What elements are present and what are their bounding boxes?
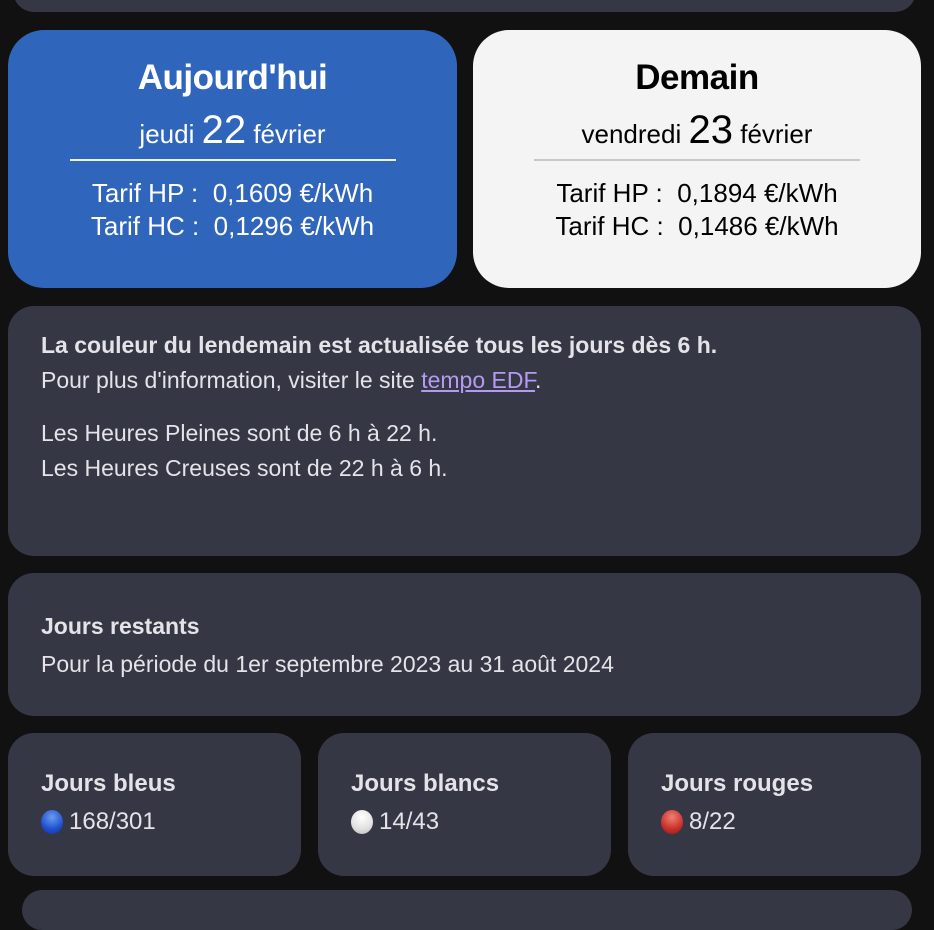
card-title: Jours bleus [41,770,176,797]
count-value: 8/22 [689,808,736,835]
tomorrow-date: vendredi 23 février [534,108,860,161]
remaining-title: Jours restants [41,613,200,639]
tomorrow-tarifs: Tarif HP : 0,1894 €/kWh Tarif HC : 0,148… [473,177,921,243]
month: février [740,119,813,149]
month: février [253,119,326,149]
hc-value: 0,1486 €/kWh [678,211,839,241]
day: 22 [201,108,247,152]
count-value: 14/43 [379,808,440,835]
hc-label: Tarif HC : [555,211,664,241]
white-circle-icon [351,810,373,834]
white-days-card: Jours blancs 14/43 [318,733,611,876]
bottom-card-partial [22,890,912,930]
weekday: vendredi [581,119,682,149]
info-text: Pour plus d'information, visiter le site [41,367,422,393]
count-value: 168/301 [69,808,156,835]
info-line-1: La couleur du lendemain est actualisée t… [41,332,718,358]
card-title: Jours rouges [661,770,814,797]
today-title: Aujourd'hui [137,58,328,97]
blue-circle-icon [41,810,63,834]
red-circle-icon [661,810,683,834]
info-text: . [534,367,542,393]
today-tarifs: Tarif HP : 0,1609 €/kWh Tarif HC : 0,129… [8,177,457,243]
day: 23 [688,108,733,152]
card-title: Jours blancs [351,770,500,797]
hc-label: Tarif HC : [90,211,200,241]
hc-value: 0,1296 €/kWh [213,211,375,241]
tomorrow-card: Demain vendredi 23 février Tarif HP : 0,… [473,30,921,288]
info-line-4: Les Heures Creuses sont de 22 h à 6 h. [41,455,448,481]
tempo-edf-link[interactable]: tempo EDF [421,367,535,393]
blue-days-card: Jours bleus 168/301 [8,733,301,876]
hp-label: Tarif HP : [556,178,663,208]
today-card: Aujourd'hui jeudi 22 février Tarif HP : … [8,30,457,288]
remaining-card: Jours restants Pour la période du 1er se… [8,573,921,716]
info-line-3: Les Heures Pleines sont de 6 h à 22 h. [41,420,438,446]
top-card-partial [13,0,916,12]
today-date: jeudi 22 février [69,108,396,161]
tomorrow-title: Demain [635,58,759,97]
info-card: La couleur du lendemain est actualisée t… [8,306,921,556]
weekday: jeudi [139,119,195,149]
hp-label: Tarif HP : [91,178,199,208]
hp-value: 0,1609 €/kWh [212,178,374,208]
remaining-period: Pour la période du 1er septembre 2023 au… [41,651,614,677]
info-line-2: Pour plus d'information, visiter le site… [41,363,921,398]
red-days-card: Jours rouges 8/22 [628,733,921,876]
hp-value: 0,1894 €/kWh [677,178,838,208]
